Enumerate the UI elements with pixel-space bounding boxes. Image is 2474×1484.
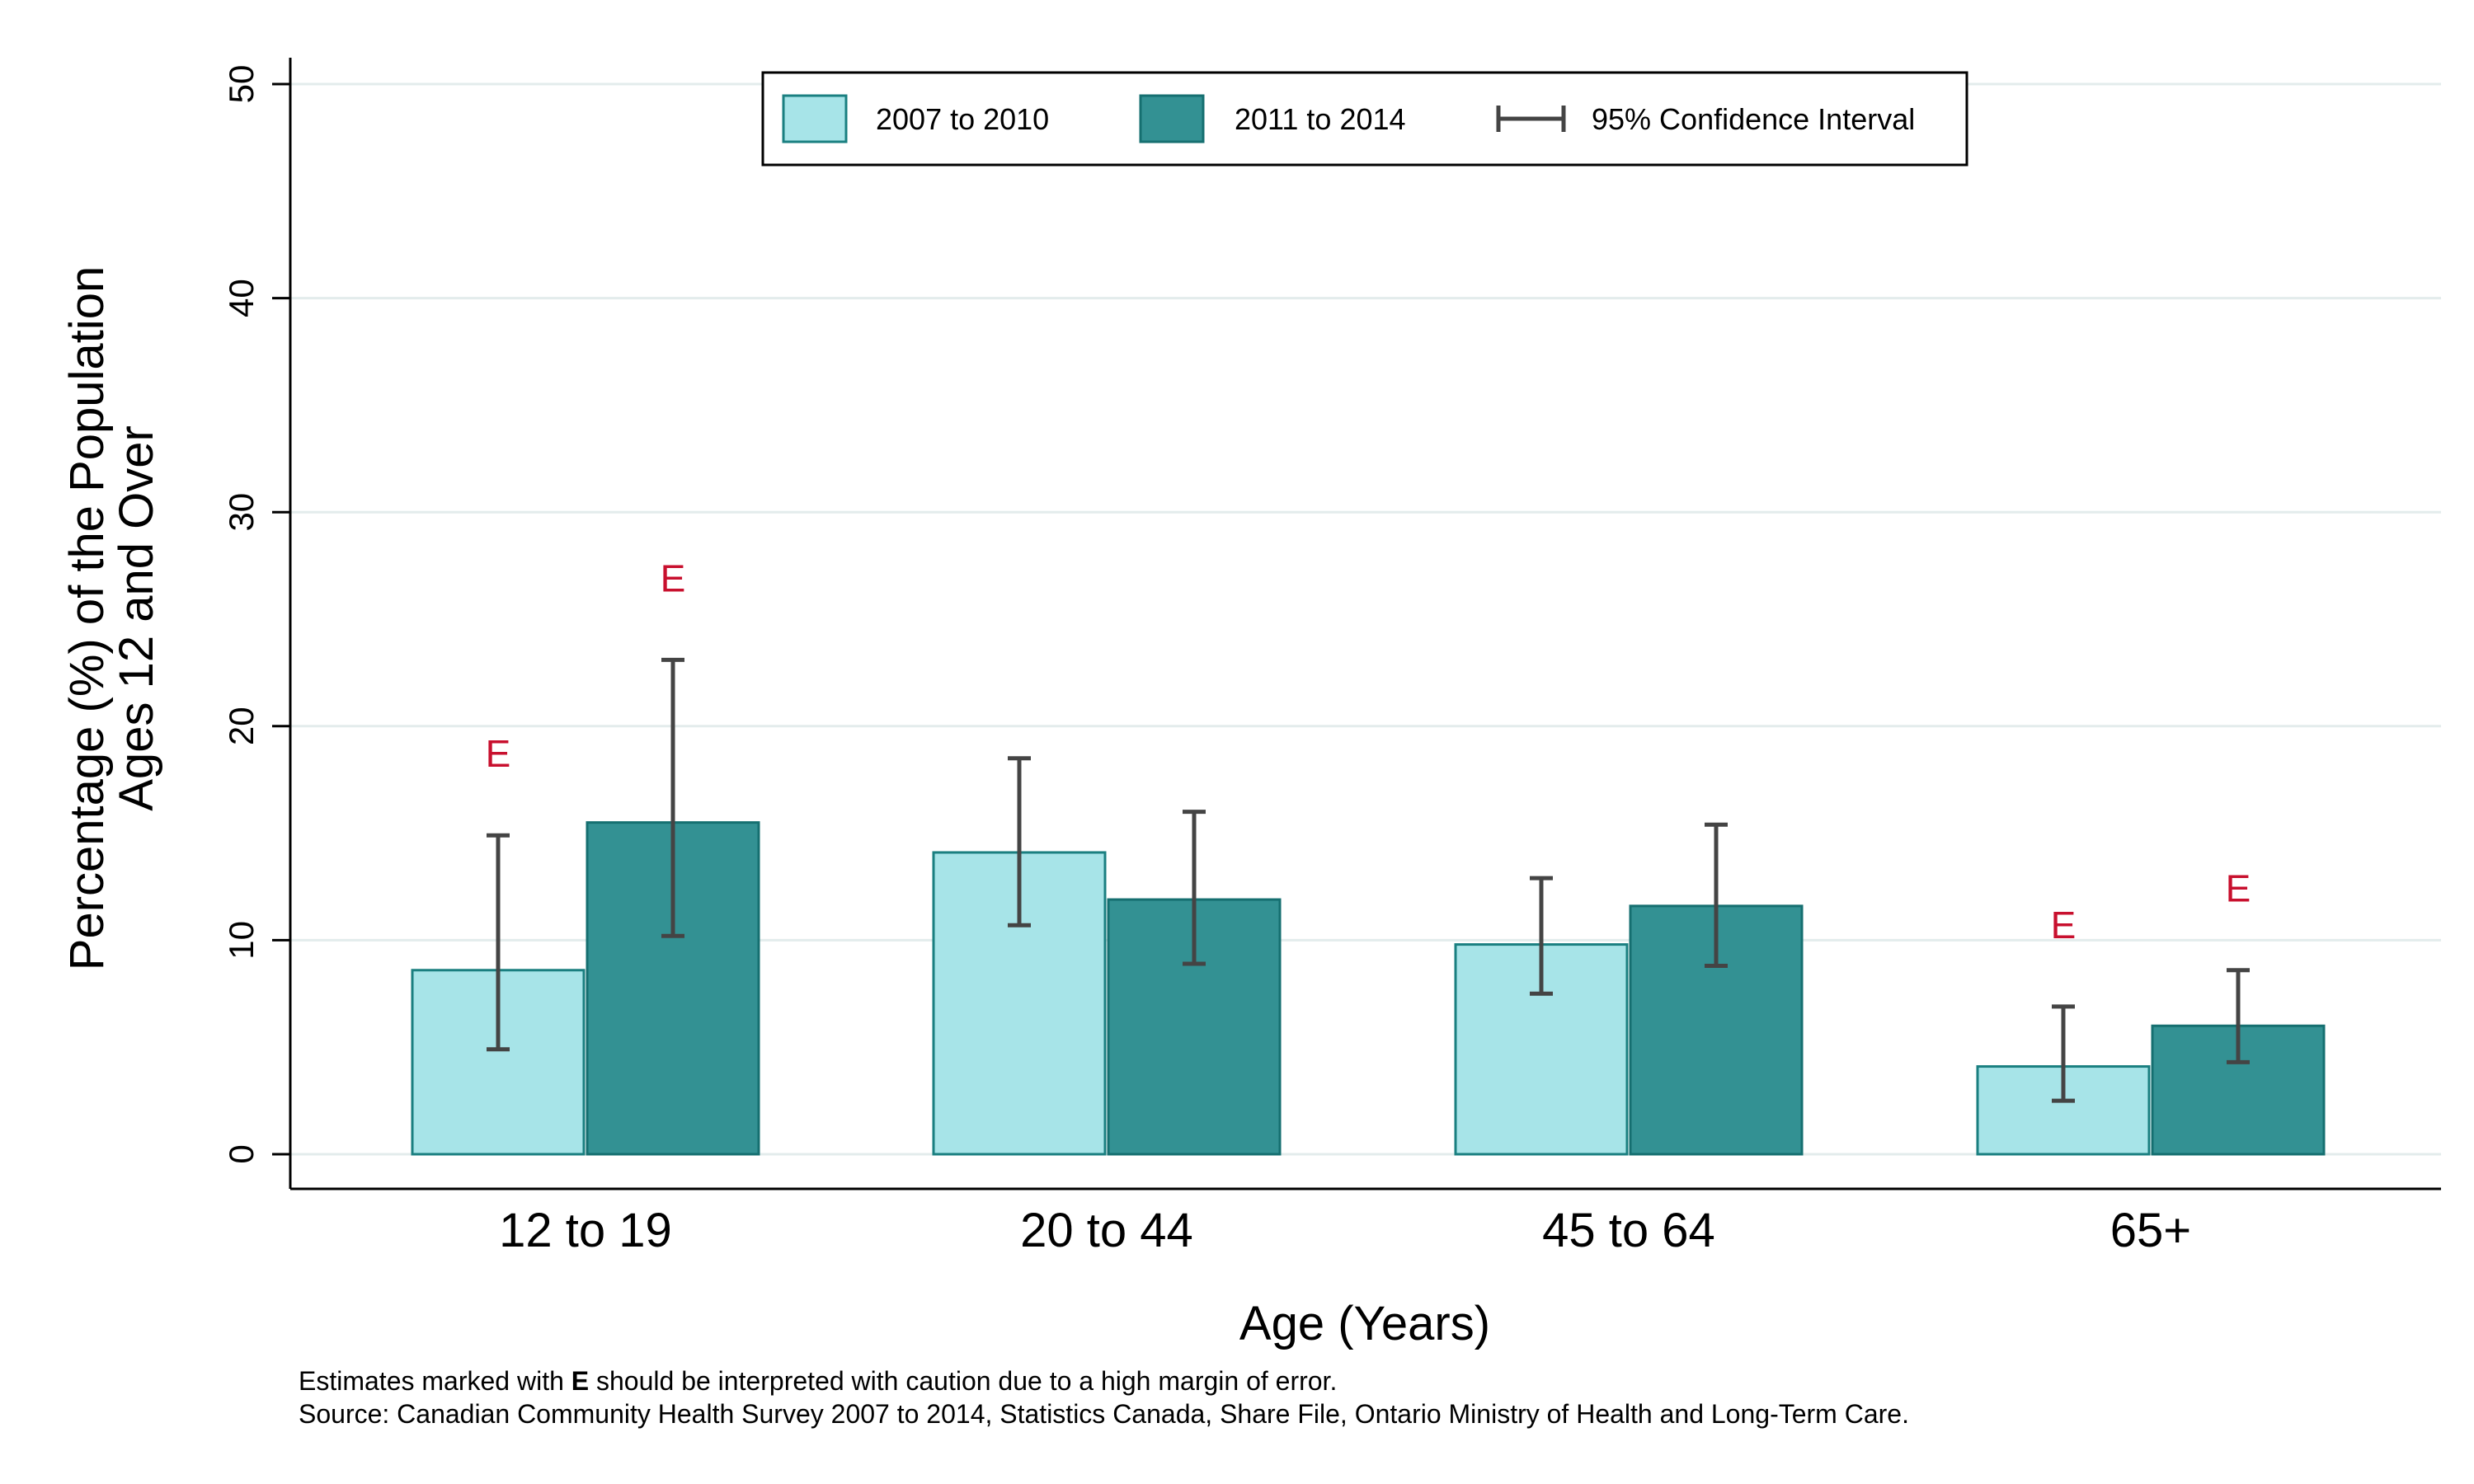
y-axis-title-line1: Percentage (%) of the Population bbox=[60, 266, 114, 970]
legend-ci-icon bbox=[1496, 106, 1566, 132]
y-tick-label-0: 0 bbox=[222, 1144, 261, 1163]
confidence-intervals bbox=[487, 657, 2250, 1103]
x-axis-category-labels: 12 to 19 20 to 44 45 to 64 65+ bbox=[499, 1204, 2191, 1257]
x-tick-label-1: 20 to 44 bbox=[1020, 1204, 1193, 1257]
footnote-line1-bold: E bbox=[571, 1366, 589, 1396]
estimate-flag-1-0: E bbox=[661, 556, 686, 599]
legend: 2007 to 2010 2011 to 2014 95% Confidence… bbox=[761, 71, 1968, 167]
y-axis-ticks: 0 10 20 30 40 50 bbox=[222, 65, 290, 1164]
x-tick-label-0: 12 to 19 bbox=[499, 1204, 672, 1257]
x-axis-title: Age (Years) bbox=[1239, 1297, 1490, 1350]
y-tick-label-40: 40 bbox=[222, 279, 261, 317]
footnote-line1: Estimates marked with E should be interp… bbox=[299, 1366, 1337, 1396]
legend-swatch-2011-2014 bbox=[1139, 94, 1205, 143]
axes bbox=[289, 58, 2441, 1190]
y-tick-label-10: 10 bbox=[222, 921, 261, 960]
legend-label-2007-2010: 2007 to 2010 bbox=[876, 102, 1049, 136]
bars bbox=[411, 821, 2326, 1156]
footnote-source: Source: Canadian Community Health Survey… bbox=[299, 1399, 1909, 1429]
ci-0-1 bbox=[1008, 756, 1031, 928]
footnote-line1-prefix: Estimates marked with bbox=[299, 1366, 571, 1396]
legend-swatch-2007-2010 bbox=[782, 94, 848, 143]
estimate-flag-0-3: E bbox=[2051, 904, 2077, 946]
x-tick-label-2: 45 to 64 bbox=[1542, 1204, 1715, 1257]
y-axis-title: Percentage (%) of the Population Ages 12… bbox=[60, 266, 163, 970]
y-tick-label-30: 30 bbox=[222, 493, 261, 532]
legend-label-confidence-interval: 95% Confidence Interval bbox=[1592, 102, 1915, 136]
legend-label-2011-2014: 2011 to 2014 bbox=[1235, 102, 1406, 136]
estimate-flag-0-0: E bbox=[486, 732, 511, 775]
legend-frame bbox=[761, 71, 1968, 167]
ci-0-2 bbox=[1530, 876, 1553, 996]
ci-0-0 bbox=[487, 833, 510, 1052]
estimate-flags: E E E E bbox=[486, 556, 2251, 946]
y-tick-label-20: 20 bbox=[222, 707, 261, 745]
ci-1-1 bbox=[1183, 810, 1206, 966]
x-tick-label-3: 65+ bbox=[2110, 1204, 2191, 1257]
ci-1-3 bbox=[2227, 968, 2250, 1064]
y-tick-label-50: 50 bbox=[222, 65, 261, 104]
ci-1-0 bbox=[661, 657, 684, 938]
estimate-flag-1-3: E bbox=[2226, 867, 2251, 910]
y-axis-title-line2: Ages 12 and Over bbox=[110, 425, 163, 811]
ci-1-2 bbox=[1705, 822, 1728, 969]
footnote-line1-suffix: should be interpreted with caution due t… bbox=[589, 1366, 1337, 1396]
ci-0-3 bbox=[2052, 1004, 2075, 1103]
